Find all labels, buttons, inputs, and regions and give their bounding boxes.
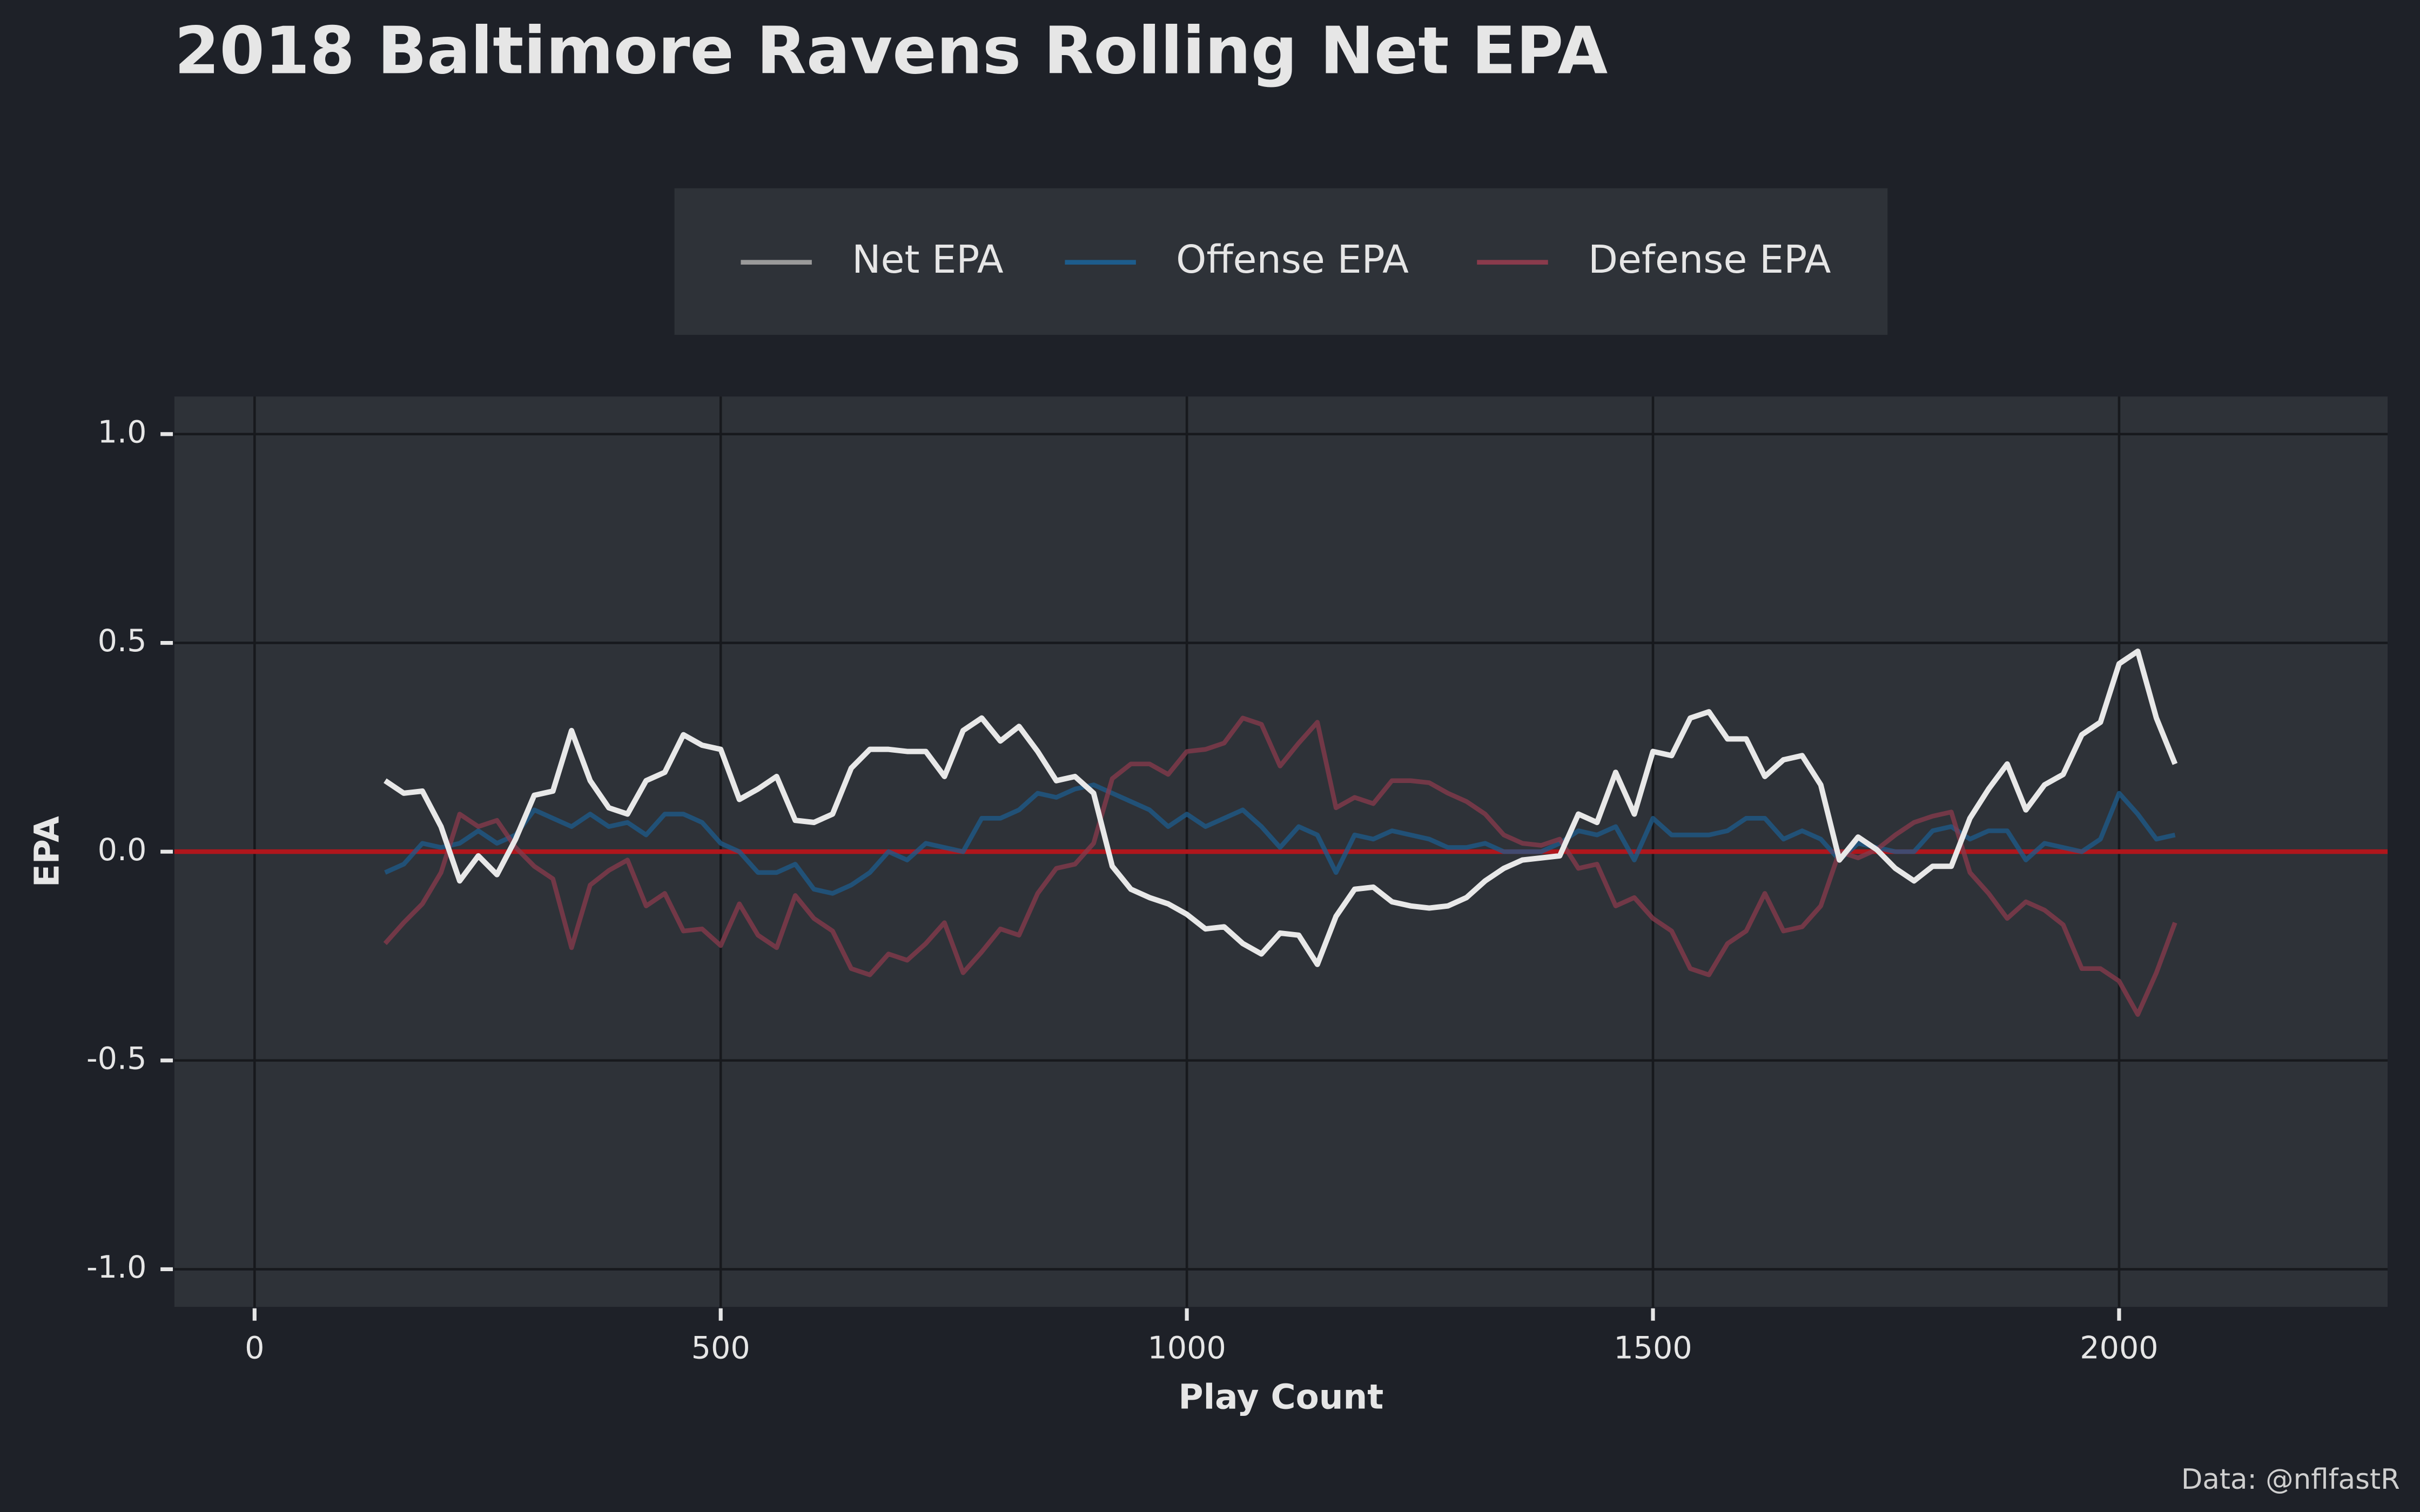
x-tick-label: 2000 [2080, 1331, 2158, 1366]
series-line [384, 648, 2178, 967]
x-tick-label: 1500 [1614, 1331, 1692, 1366]
x-tick-label: 0 [245, 1331, 264, 1366]
axes: -1.0 -0.5 0.0 0.5 1.0 0 500 1000 1500 2000 [86, 414, 2159, 1366]
chart-title: 2018 Baltimore Ravens Rolling Net EPA [174, 14, 1608, 89]
legend: Net EPA Offense EPA Defense EPA [741, 237, 1831, 282]
legend-box [674, 188, 1888, 335]
x-tick-label: 1000 [1147, 1331, 1226, 1366]
y-tick-label: 0.0 [98, 832, 147, 868]
legend-label: Net EPA [852, 237, 1004, 282]
x-axis-label: Play Count [1179, 1378, 1384, 1417]
legend-label: Offense EPA [1176, 237, 1409, 282]
y-tick-label: 1.0 [98, 414, 147, 450]
y-tick-label: -1.0 [86, 1250, 146, 1285]
y-tick-label: -0.5 [86, 1041, 146, 1076]
y-axis-label: EPA [28, 816, 67, 887]
x-tick-label: 500 [691, 1331, 750, 1366]
legend-label: Defense EPA [1588, 237, 1831, 282]
caption: Data: @nflfastR [2181, 1463, 2400, 1496]
y-tick-label: 0.5 [98, 623, 147, 659]
lines [174, 648, 2388, 1017]
